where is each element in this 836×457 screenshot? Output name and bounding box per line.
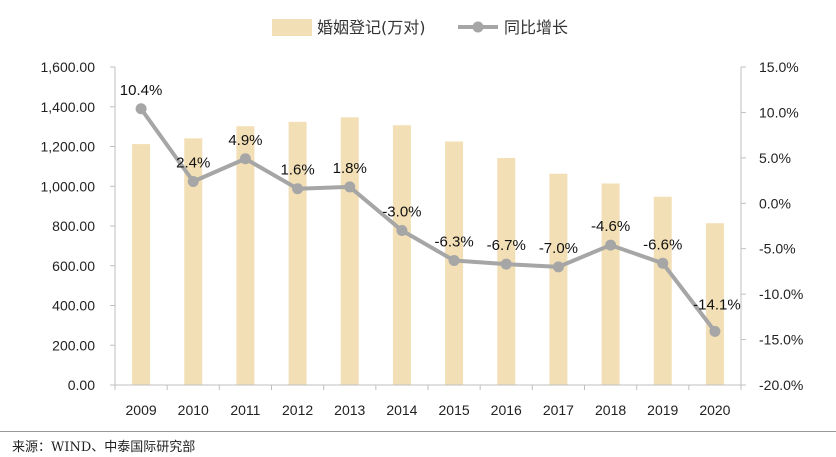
- data-label-2018: -4.6%: [591, 218, 630, 235]
- bar-series: [132, 117, 724, 385]
- growth-line: [139, 107, 717, 333]
- x-tick-label-2013: 2013: [334, 402, 365, 418]
- data-label-2013: 1.8%: [333, 160, 367, 177]
- x-tick-label-2016: 2016: [491, 402, 522, 418]
- axes: 0.00 200.00 400.00 600.00 800.00 1,000.00 1,20…: [41, 59, 804, 418]
- x-tick-label-2014: 2014: [386, 402, 417, 418]
- left-tick-label: 1,400.00: [41, 99, 96, 115]
- x-tick-label-2009: 2009: [126, 402, 157, 418]
- growth-point-2015: [448, 255, 460, 267]
- data-label-2010: 2.4%: [176, 154, 210, 171]
- data-label-2019: -6.6%: [643, 236, 682, 253]
- bar-2017: [549, 173, 568, 385]
- left-tick-label: 600.00: [52, 258, 95, 274]
- line-series: [135, 103, 721, 337]
- growth-point-2011: [239, 153, 251, 165]
- right-tick-label: 5.0%: [759, 150, 791, 166]
- left-tick-label: 1,000.00: [41, 178, 96, 194]
- data-label-2016: -6.7%: [487, 237, 526, 254]
- left-tick-label: 200.00: [52, 337, 95, 353]
- growth-point-2012: [292, 183, 304, 195]
- growth-point-2009: [135, 103, 147, 115]
- x-tick-label-2012: 2012: [282, 402, 313, 418]
- data-label-2020: -14.1%: [693, 296, 741, 313]
- growth-point-2019: [657, 257, 669, 269]
- x-tick-label-2015: 2015: [439, 402, 470, 418]
- data-label-2012: 1.6%: [280, 162, 314, 179]
- legend-line-label: 同比增长: [504, 18, 568, 37]
- legend-bar-swatch: [272, 19, 312, 36]
- left-tick-label: 0.00: [68, 377, 95, 393]
- right-tick-label: -15.0%: [759, 332, 803, 348]
- x-tick-label-2019: 2019: [647, 402, 678, 418]
- x-tick-label-2020: 2020: [699, 402, 730, 418]
- left-tick-label: 1,600.00: [41, 59, 96, 75]
- bar-2014: [392, 125, 411, 385]
- legend-line-marker: [472, 21, 484, 33]
- growth-point-2016: [500, 258, 512, 270]
- bar-2013: [340, 117, 359, 385]
- legend-bar-label: 婚姻登记(万对): [317, 18, 426, 37]
- data-labels: 10.4% 2.4% 4.9% 1.6% 1.8% -3.0% -6.3% -6.7% -7.0…: [120, 82, 741, 314]
- left-tick-label: 800.00: [52, 218, 95, 234]
- x-tick-label-2017: 2017: [543, 402, 574, 418]
- bar-2020: [705, 223, 724, 385]
- bar-2016: [497, 158, 516, 385]
- legend: 婚姻登记(万对) 同比增长: [272, 18, 568, 37]
- right-tick-label: -10.0%: [759, 286, 803, 302]
- growth-point-2020: [709, 325, 721, 337]
- growth-point-2010: [187, 175, 199, 187]
- combo-chart: 婚姻登记(万对) 同比增长 0.00 200.00 400.00 600.00 800.0…: [41, 18, 804, 418]
- x-tick-label-2011: 2011: [230, 402, 260, 418]
- right-tick-label: -20.0%: [759, 377, 803, 393]
- data-label-2017: -7.0%: [539, 240, 578, 257]
- right-tick-label: 0.0%: [759, 195, 791, 211]
- left-tick-label: 400.00: [52, 298, 95, 314]
- bar-2009: [132, 144, 151, 385]
- bar-2010: [184, 138, 203, 385]
- x-tick-label-2018: 2018: [595, 402, 626, 418]
- right-tick-label: -5.0%: [759, 241, 796, 257]
- bar-2011: [236, 126, 255, 385]
- growth-point-2017: [552, 261, 564, 273]
- right-tick-label: 15.0%: [759, 59, 799, 75]
- source-divider: [0, 431, 836, 432]
- right-tick-label: 10.0%: [759, 104, 799, 120]
- growth-point-2014: [396, 225, 408, 237]
- bar-2019: [653, 196, 672, 385]
- data-label-2009: 10.4%: [120, 82, 163, 99]
- bar-2018: [601, 183, 620, 385]
- x-tick-label-2010: 2010: [178, 402, 209, 418]
- source-note: 来源：WIND、中泰国际研究部: [12, 440, 196, 455]
- growth-point-2018: [605, 239, 617, 251]
- growth-point-2013: [344, 181, 356, 193]
- data-label-2015: -6.3%: [434, 234, 473, 251]
- data-label-2011: 4.9%: [228, 132, 262, 149]
- data-label-2014: -3.0%: [382, 204, 421, 221]
- left-tick-label: 1,200.00: [41, 139, 96, 155]
